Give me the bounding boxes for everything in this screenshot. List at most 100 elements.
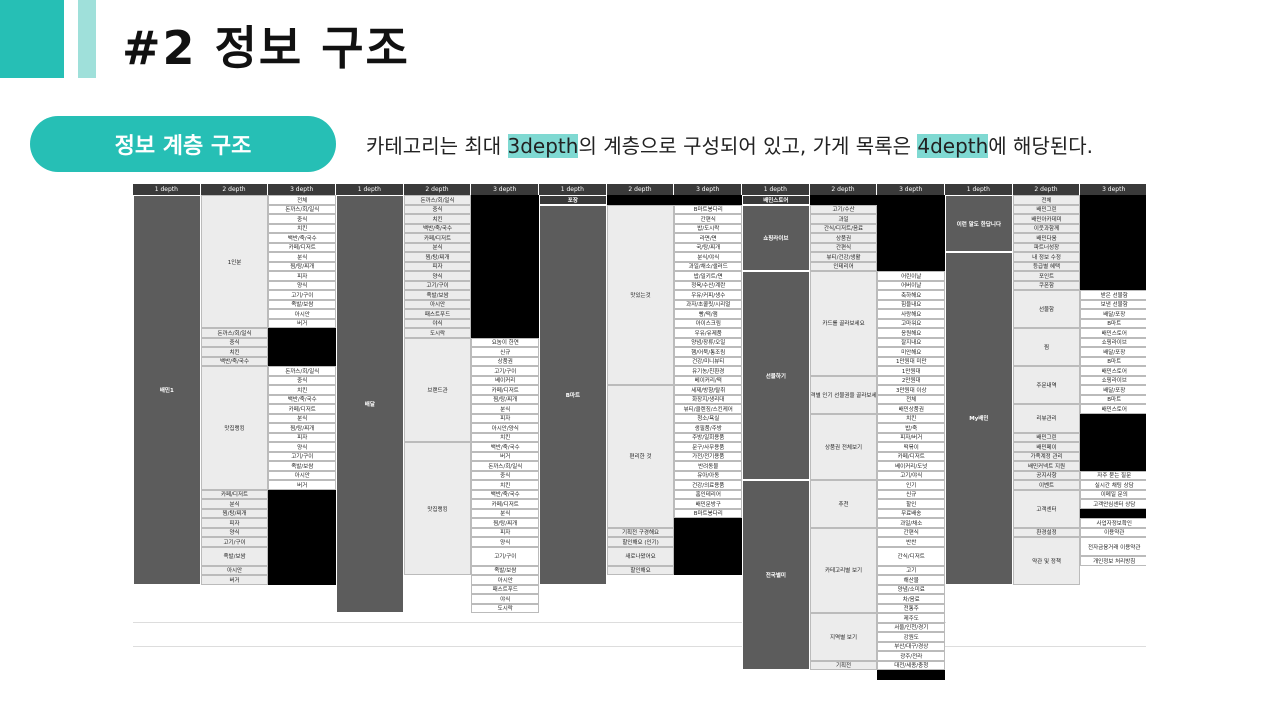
depth2-cell: 공지사항 xyxy=(1012,470,1081,480)
depth3-cell: 축하해요 xyxy=(877,290,946,300)
empty-cell xyxy=(471,195,540,338)
depth3-cell: 라면/면 xyxy=(674,233,743,243)
depth1-cell: 쇼핑라이브 xyxy=(742,204,810,271)
depth2-cell: 양식 xyxy=(200,527,269,537)
empty-cell xyxy=(606,195,675,205)
depth-header-label: 1 depth xyxy=(133,184,201,195)
depth3-cell: 분식 xyxy=(471,404,540,414)
depth3-cell: 요놈이 한연 xyxy=(471,337,540,347)
depth3-cell: 홈인테리어 xyxy=(674,489,743,499)
depth2-cell: 배민아카데미 xyxy=(1012,214,1081,224)
depth3-cell: 피자 xyxy=(268,432,337,442)
depth2-cell: 백반/죽/국수 xyxy=(200,356,269,366)
depth2-cell: 양식 xyxy=(403,271,472,281)
depth2-cell: 선물함 xyxy=(1012,290,1081,328)
depth3-cell: 배달/포장 xyxy=(1080,347,1146,357)
depth2-cell: 패스트푸드 xyxy=(403,309,472,319)
depth3-cell: 족발/보쌈 xyxy=(268,461,337,471)
depth2-cell: 주문내역 xyxy=(1012,366,1081,404)
depth3-cell: 야식 xyxy=(471,594,540,604)
tree-column: 1 depth 2 depth 3 depth 포장 B마트 맛있는것 편리한 것 기획전 구… xyxy=(539,184,743,709)
depth2-cell: 도시락 xyxy=(403,328,472,338)
depth2-cell: 찜 xyxy=(1012,328,1081,366)
depth3-cell: 전체 xyxy=(268,195,337,205)
depth3-cell: 1만원대 미만 xyxy=(877,356,946,366)
empty-cell xyxy=(1080,413,1146,471)
depth3-cell: 1만원대 xyxy=(877,366,946,376)
depth-header: 1 depth 2 depth 3 depth xyxy=(133,184,337,195)
depth3-cell: 어린이날 xyxy=(877,271,946,281)
depth3-cell: B마트봉다리 xyxy=(674,508,743,518)
depth2-cell: 가격별 인기 선물권을 골라보세요 xyxy=(809,375,878,414)
depth2-cell: 등급별 혜택 xyxy=(1012,261,1081,271)
depth3-cell: 베이커리/도넛 xyxy=(877,461,946,471)
depth3-cell: 배민스토어 xyxy=(1080,366,1146,376)
depth3-cell: 해산물 xyxy=(877,575,946,585)
depth3-cell: 백반/죽/국수 xyxy=(471,442,540,452)
depth3-cell: 중식 xyxy=(268,375,337,385)
depth2-cell: 고기/구이 xyxy=(200,537,269,547)
depth2-cell: 치킨 xyxy=(403,214,472,224)
depth3-cell: 돈까스/회/일식 xyxy=(471,461,540,471)
depth3-cell: 카페/디저트 xyxy=(268,242,337,252)
depth3-cell: 치킨 xyxy=(471,480,540,490)
section-pill-label: 정보 계층 구조 xyxy=(114,134,252,159)
depth2-cell: 추천 xyxy=(809,480,878,528)
empty-cell xyxy=(877,195,946,271)
depth2-cell: 카페/디저트 xyxy=(403,233,472,243)
depth3-cell: 분식 xyxy=(268,413,337,423)
depth3-cell: 피자 xyxy=(471,527,540,537)
depth2-cell: 뷰티/건강/생활 xyxy=(809,252,878,262)
desc-text-2: 의 계층으로 구성되어 있고, 가게 목록은 xyxy=(578,134,918,158)
depth3-cell: 뷰티/클렌징/스킨케어 xyxy=(674,404,743,414)
depth2-cell: 맛있는것 xyxy=(606,204,675,385)
depth3-cell: 고기/구이 xyxy=(471,366,540,376)
depth2-cell: 분식 xyxy=(403,242,472,252)
depth3-cell: 밥/죽 xyxy=(877,423,946,433)
depth3-cell: 고기/구이 xyxy=(268,451,337,461)
depth2-cell: 리뷰관리 xyxy=(1012,404,1081,433)
depth2-cell: 포인트 xyxy=(1012,271,1081,281)
depth3-cell: B마트 xyxy=(1080,356,1146,366)
section-description: 카테고리는 최대 3depth의 계층으로 구성되어 있고, 가게 목록은 4d… xyxy=(366,130,1093,159)
depth2-cell: 할인해요 xyxy=(606,565,675,575)
depth3-cell: 개인정보 처리방침 xyxy=(1080,556,1146,566)
depth3-cell: 광주/전라 xyxy=(877,651,946,661)
depth3-cell: 햄/어묵/통조림 xyxy=(674,347,743,357)
depth3-cell: 제주도 xyxy=(877,613,946,623)
depth3-cell: 국/탕/찌개 xyxy=(674,242,743,252)
empty-cell xyxy=(809,195,878,205)
tree-column: 1 depth 2 depth 3 depth 배달 돈까스/회/일식 중식 치킨 백반/죽/… xyxy=(336,184,540,709)
accent-block xyxy=(0,0,64,78)
depth3-cell: 고기 xyxy=(877,565,946,575)
depth3-cell: 피자 xyxy=(268,271,337,281)
depth3-cell: 미안해요 xyxy=(877,347,946,357)
depth3-cell: 건강/의료용품 xyxy=(674,480,743,490)
depth2-cell: 배민그린 xyxy=(1012,204,1081,214)
depth3-cell: 우유/커피/생수 xyxy=(674,290,743,300)
depth-header-label: 3 depth xyxy=(268,184,337,195)
depth3-cell: 문구/사무용품 xyxy=(674,442,743,452)
depth3-cell: 패스트푸드 xyxy=(471,584,540,594)
depth3-cell: 화장지/생리대 xyxy=(674,394,743,404)
depth3-cell: 사랑해요 xyxy=(877,309,946,319)
depth3-cell: 양식 xyxy=(268,280,337,290)
depth3-cell: 고마워요 xyxy=(877,318,946,328)
depth2-cell: 돈까스/회/일식 xyxy=(403,195,472,205)
depth3-cell: 백반/죽/국수 xyxy=(268,394,337,404)
depth3-cell: 피자 xyxy=(471,413,540,423)
depth2-cell: 아시안 xyxy=(200,565,269,575)
depth3-cell: 주방/일회용품 xyxy=(674,432,743,442)
depth3-cell: 부산/대구/경상 xyxy=(877,641,946,651)
depth3-cell: 버거 xyxy=(268,480,337,490)
depth3-cell: 잘지내요 xyxy=(877,337,946,347)
depth3-cell: 치킨 xyxy=(877,413,946,423)
depth2-cell: 중식 xyxy=(403,204,472,214)
desc-text-3: 에 해당된다. xyxy=(988,134,1094,158)
depth3-cell: 강원도 xyxy=(877,632,946,642)
depth3-cell: 2만원대 xyxy=(877,375,946,385)
depth1-cell: 포장 xyxy=(539,195,607,205)
depth3-cell: 카페/디저트 xyxy=(471,385,540,395)
depth-header-label: 3 depth xyxy=(674,184,743,195)
depth2-cell: 카페/디저트 xyxy=(200,489,269,499)
